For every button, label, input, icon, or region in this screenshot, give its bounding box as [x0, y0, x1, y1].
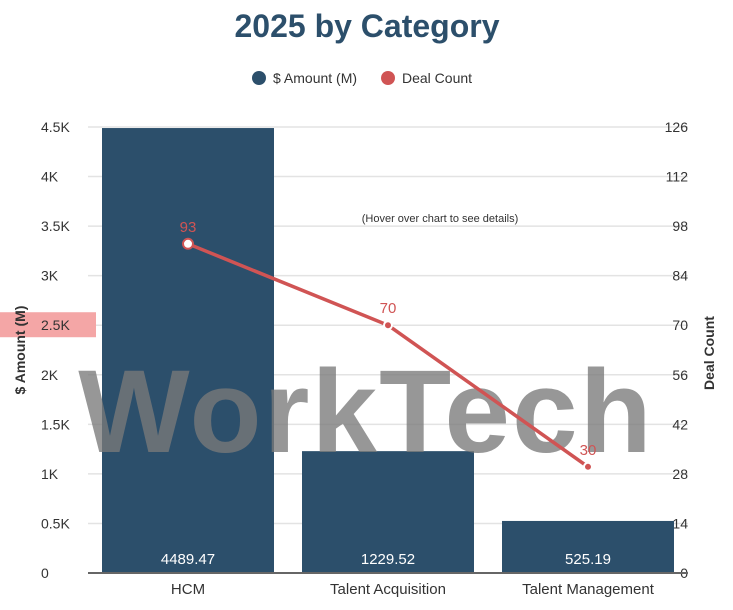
y-tick-label: 3K	[41, 268, 59, 284]
highlight-band	[0, 312, 96, 338]
y-tick-label: 2.5K	[41, 317, 70, 333]
y2-axis-title: Deal Count	[701, 316, 717, 390]
y-tick-label: 1K	[41, 466, 59, 482]
right-axis-ticks: 014284256708498112126	[665, 119, 689, 581]
y-axis-title: $ Amount (M)	[12, 306, 28, 395]
watermark: WorkTech	[78, 346, 654, 478]
line-value-label: 70	[380, 300, 397, 317]
line-value-label: 93	[180, 219, 197, 236]
line-series[interactable]: 93 70 30	[180, 219, 597, 472]
bar[interactable]	[502, 520, 674, 573]
legend-line-label[interactable]: Deal Count	[402, 70, 472, 86]
bar[interactable]	[302, 451, 474, 573]
left-axis-ticks: 0 0.5K 1K 1.5K 2K 2.5K 3K 3.5K 4K 4.5K	[0, 119, 96, 581]
y2-tick-label: 126	[665, 119, 689, 135]
y-tick-label: 4.5K	[41, 119, 70, 135]
line-point[interactable]	[182, 237, 194, 250]
bar-value-label: 4489.47	[161, 551, 215, 568]
y2-tick-label: 14	[672, 515, 688, 531]
chart-title: 2025 by Category	[234, 8, 499, 44]
bar-value-label: 1229.52	[361, 551, 415, 568]
bar-series[interactable]: 4489.47 1229.52 525.19	[102, 128, 674, 573]
x-tick-label: HCM	[171, 581, 205, 598]
y-tick-label: 2K	[41, 367, 59, 383]
line-point[interactable]	[383, 320, 393, 331]
y-tick-label: 0.5K	[41, 515, 70, 531]
legend-bar-label[interactable]: $ Amount (M)	[273, 70, 357, 86]
category-labels: HCM Talent Acquisition Talent Management	[171, 581, 655, 598]
y-tick-label: 3.5K	[41, 218, 70, 234]
y-tick-label: 0	[41, 565, 49, 581]
legend-bar-swatch	[252, 71, 266, 85]
line-point[interactable]	[583, 461, 593, 472]
y-tick-label: 1.5K	[41, 416, 70, 432]
legend[interactable]: $ Amount (M) Deal Count	[252, 70, 472, 86]
y2-tick-label: 42	[672, 416, 688, 432]
bar-value-label: 525.19	[565, 551, 611, 568]
y2-tick-label: 70	[672, 317, 688, 333]
y2-tick-label: 84	[672, 268, 688, 284]
x-tick-label: Talent Management	[522, 581, 655, 598]
x-tick-label: Talent Acquisition	[330, 581, 446, 598]
y2-tick-label: 56	[672, 367, 688, 383]
y2-tick-label: 28	[672, 466, 688, 482]
y2-tick-label: 112	[666, 169, 689, 185]
legend-line-swatch	[381, 71, 395, 85]
bar[interactable]	[102, 128, 274, 573]
y2-tick-label: 98	[672, 218, 688, 234]
line-value-label: 30	[580, 442, 597, 459]
y-tick-label: 4K	[41, 169, 59, 185]
hover-hint: (Hover over chart to see details)	[362, 213, 519, 225]
